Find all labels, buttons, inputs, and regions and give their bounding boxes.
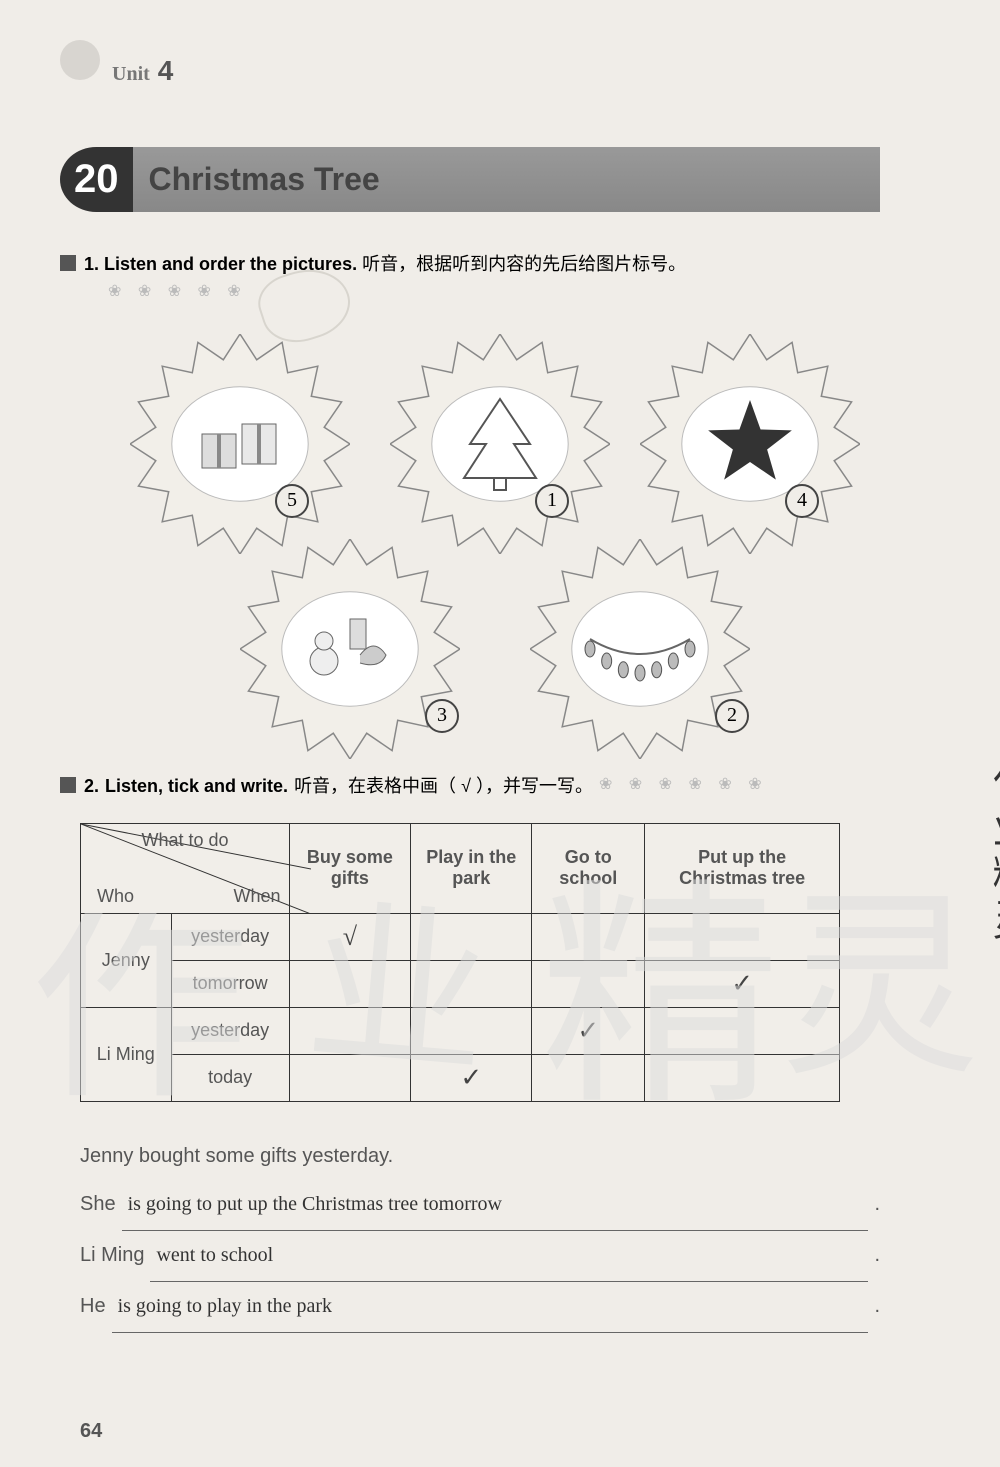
- sentence-lead: He: [80, 1282, 106, 1330]
- activity-table: What to do When Who Buy some giftsPlay i…: [80, 823, 840, 1102]
- pictures-grid: 作 业 精 灵 5 1 4 3 2: [60, 324, 860, 754]
- table-when-cell: today: [171, 1054, 289, 1101]
- order-number[interactable]: 1: [535, 484, 569, 518]
- fill-sentence: She is going to put up the Christmas tre…: [80, 1180, 880, 1231]
- sentences-block: Jenny bought some gifts yesterday. She i…: [80, 1132, 880, 1333]
- table-tick-cell[interactable]: [532, 1054, 645, 1101]
- picture-gifts: [130, 334, 350, 554]
- ex1-instruction-cn: 听音，根据听到内容的先后给图片标号。: [362, 254, 686, 274]
- exercise-1-heading: 1. Listen and order the pictures. 听音，根据听…: [60, 252, 880, 304]
- sentence-fill[interactable]: is going to play in the park: [112, 1282, 869, 1333]
- bullet-icon: [60, 777, 76, 793]
- unit-number: 4: [158, 55, 174, 87]
- exercise-2: 2. Listen, tick and write. 听音，在表格中画（ √ ）…: [60, 774, 880, 1333]
- table-tick-cell[interactable]: [289, 1054, 411, 1101]
- diag-what: What to do: [142, 830, 229, 851]
- order-number[interactable]: 5: [275, 484, 309, 518]
- lesson-title: Christmas Tree: [133, 147, 881, 212]
- picture-tree: [390, 334, 610, 554]
- table-col-header: Play in the park: [411, 823, 532, 913]
- lesson-banner: 20 Christmas Tree: [60, 147, 880, 212]
- table-col-header: Go to school: [532, 823, 645, 913]
- side-annotation: 作业精灵: [979, 760, 1000, 944]
- diag-when: When: [234, 886, 281, 907]
- table-tick-cell[interactable]: [532, 913, 645, 960]
- table-tick-cell[interactable]: [645, 1054, 840, 1101]
- table-who-cell: Jenny: [81, 913, 172, 1007]
- ex1-number: 1.: [84, 254, 99, 274]
- table-tick-cell[interactable]: [532, 960, 645, 1007]
- table-tick-cell[interactable]: [411, 960, 532, 1007]
- table-tick-cell[interactable]: [289, 1007, 411, 1054]
- table-tick-cell[interactable]: ✓: [645, 960, 840, 1007]
- unit-header: Unit 4: [60, 40, 880, 87]
- table-tick-cell[interactable]: ✓: [411, 1054, 532, 1101]
- table-who-cell: Li Ming: [81, 1007, 172, 1101]
- exercise-2-heading: 2. Listen, tick and write. 听音，在表格中画（ √ ）…: [60, 774, 880, 799]
- table-when-cell: tomorrow: [171, 960, 289, 1007]
- table-when-cell: yesterday: [171, 913, 289, 960]
- table-tick-cell[interactable]: [645, 913, 840, 960]
- table-diag-header: What to do When Who: [81, 823, 290, 913]
- page-number: 64: [80, 1420, 102, 1443]
- table-tick-cell[interactable]: √: [289, 913, 411, 960]
- order-number[interactable]: 3: [425, 699, 459, 733]
- candy-decor-icon: ❀ ❀ ❀ ❀ ❀ ❀: [599, 774, 768, 799]
- ex2-instruction-en: Listen, tick and write.: [105, 774, 288, 799]
- exercise-1: 1. Listen and order the pictures. 听音，根据听…: [60, 252, 880, 754]
- order-number[interactable]: 2: [715, 699, 749, 733]
- lesson-number-badge: 20: [60, 147, 133, 212]
- ex2-instruction-cn: 听音，在表格中画（ √ ），并写一写。: [294, 774, 593, 799]
- ex2-number: 2.: [84, 774, 99, 799]
- table-when-cell: yesterday: [171, 1007, 289, 1054]
- unit-label: Unit: [112, 63, 150, 86]
- table-tick-cell[interactable]: [411, 913, 532, 960]
- given-sentence: Jenny bought some gifts yesterday.: [80, 1132, 880, 1180]
- table-tick-cell[interactable]: [411, 1007, 532, 1054]
- sentence-fill[interactable]: went to school: [150, 1231, 868, 1282]
- table-tick-cell[interactable]: [645, 1007, 840, 1054]
- picture-star: [640, 334, 860, 554]
- fill-sentence: He is going to play in the park.: [80, 1282, 880, 1333]
- sentence-lead: She: [80, 1180, 116, 1228]
- table-tick-cell[interactable]: ✓: [532, 1007, 645, 1054]
- table-col-header: Put up the Christmas tree: [645, 823, 840, 913]
- fill-sentence: Li Ming went to school.: [80, 1231, 880, 1282]
- bullet-icon: [60, 255, 76, 271]
- diag-who: Who: [97, 886, 134, 907]
- candy-decor-icon: ❀ ❀ ❀ ❀ ❀: [108, 281, 686, 303]
- unit-mascot-icon: [60, 40, 100, 80]
- order-number[interactable]: 4: [785, 484, 819, 518]
- table-tick-cell[interactable]: [289, 960, 411, 1007]
- sentence-fill[interactable]: is going to put up the Christmas tree to…: [122, 1180, 869, 1231]
- sentence-lead: Li Ming: [80, 1231, 144, 1279]
